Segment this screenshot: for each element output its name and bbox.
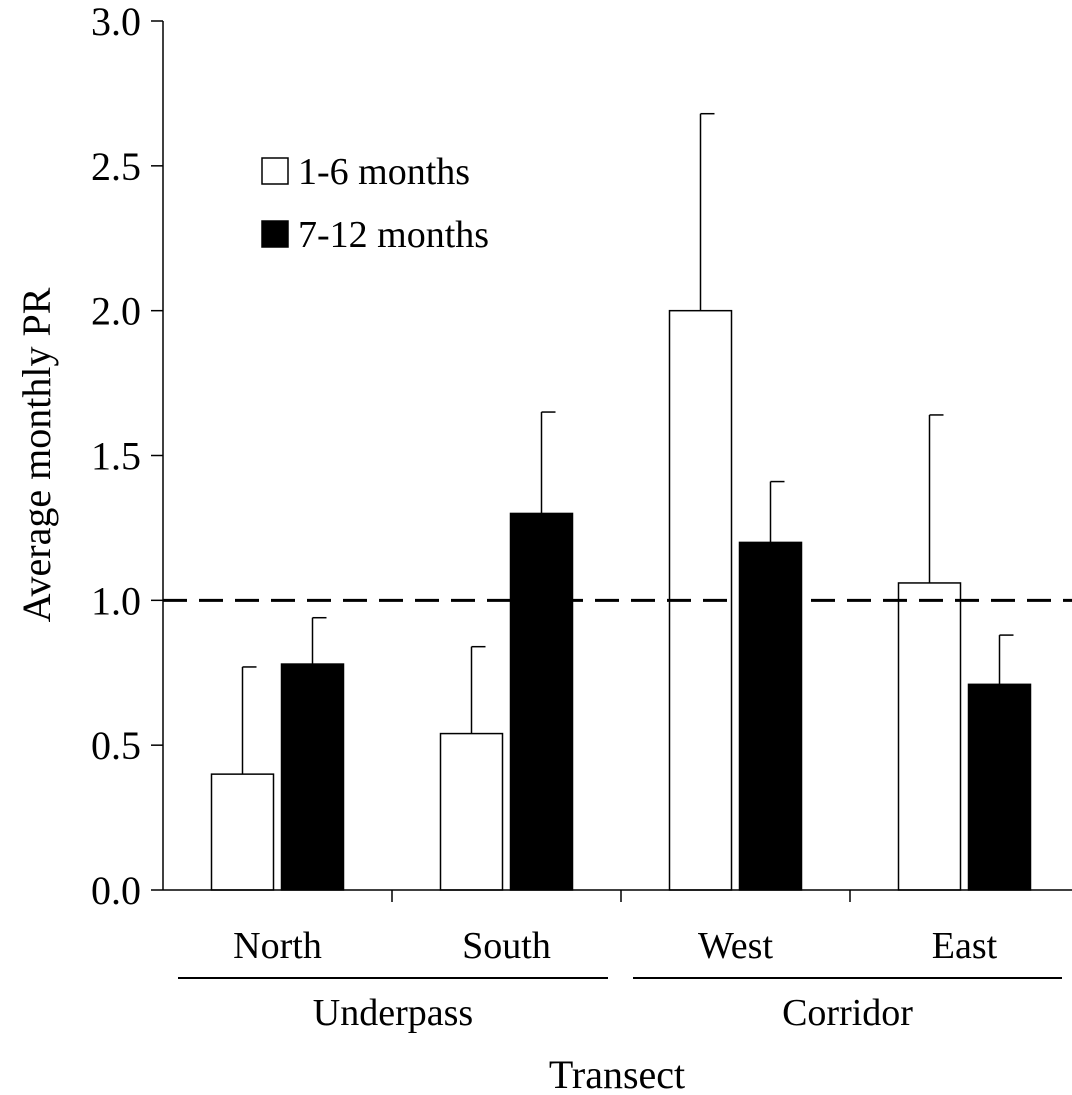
legend-label-1: 1-6 months — [298, 151, 470, 193]
bar-early-north — [210, 773, 275, 891]
legend-label-2: 7-12 months — [298, 214, 489, 256]
y-tick-label: 0.0 — [91, 868, 141, 913]
x-axis-title: Transect — [549, 1052, 685, 1095]
bars-layer — [210, 112, 1032, 891]
y-tick-label: 2.5 — [91, 144, 141, 189]
group-label-corridor: Corridor — [782, 992, 913, 1034]
bar-early-south — [439, 732, 504, 891]
category-label-south: South — [462, 925, 551, 967]
category-label-east: East — [932, 925, 998, 967]
bar-early-east — [897, 582, 962, 891]
bar-late-south — [509, 512, 574, 891]
y-tick-label: 3.0 — [91, 0, 141, 44]
legend: 1-6 months 7-12 months — [261, 151, 489, 256]
y-axis-title: Average monthly PR — [14, 287, 59, 622]
bar-late-west — [738, 541, 803, 891]
y-tick-label: 2.0 — [91, 289, 141, 334]
bar-late-north — [280, 663, 345, 891]
labels-layer: 0.0 0.5 1.0 1.5 2.0 2.5 3.0 North South West East U… — [14, 0, 998, 1095]
axes-layer — [151, 20, 1072, 979]
y-tick-label: 0.5 — [91, 723, 141, 768]
bar-late-east — [967, 683, 1032, 891]
legend-swatch-2 — [261, 220, 289, 248]
y-tick-label: 1.0 — [91, 578, 141, 623]
y-tick-label: 1.5 — [91, 434, 141, 479]
group-label-underpass: Underpass — [313, 992, 473, 1034]
category-label-north: North — [233, 925, 322, 967]
legend-swatch-1 — [261, 157, 289, 185]
category-label-west: West — [698, 925, 773, 967]
